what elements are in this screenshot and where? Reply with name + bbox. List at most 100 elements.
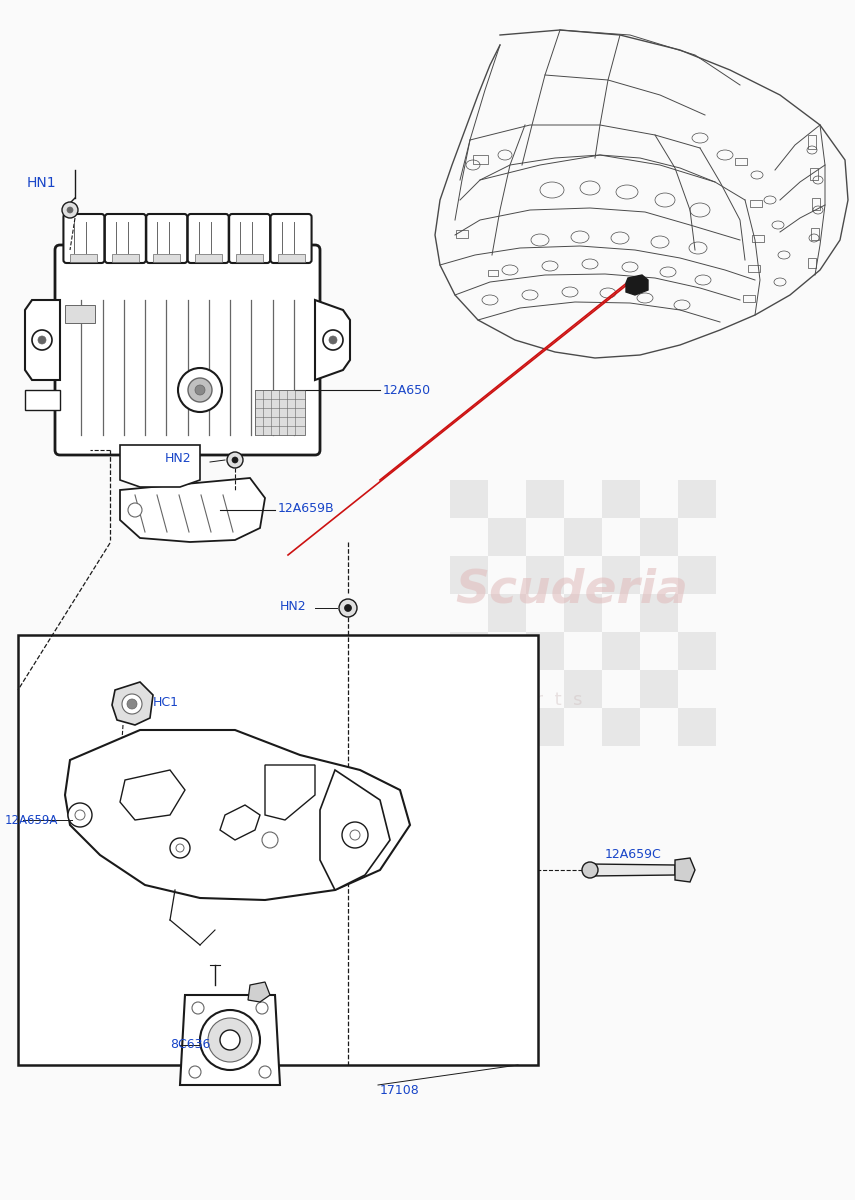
- Bar: [678, 480, 716, 518]
- Bar: [735, 158, 747, 164]
- Bar: [678, 708, 716, 746]
- Polygon shape: [112, 682, 153, 725]
- Bar: [564, 670, 602, 708]
- Polygon shape: [120, 770, 185, 820]
- Bar: [640, 594, 678, 632]
- Circle shape: [345, 605, 351, 612]
- FancyBboxPatch shape: [63, 214, 104, 263]
- Text: 12A650: 12A650: [383, 384, 431, 396]
- Bar: [640, 670, 678, 708]
- Bar: [743, 295, 755, 302]
- Circle shape: [582, 862, 598, 878]
- Bar: [678, 556, 716, 594]
- Circle shape: [38, 336, 46, 344]
- Circle shape: [220, 1030, 240, 1050]
- Bar: [488, 594, 526, 632]
- Text: 8C636: 8C636: [170, 1038, 210, 1051]
- Bar: [450, 632, 488, 670]
- Bar: [65, 305, 95, 323]
- Bar: [236, 254, 263, 262]
- Bar: [488, 270, 498, 276]
- Bar: [450, 708, 488, 746]
- Bar: [810, 168, 818, 180]
- Circle shape: [68, 803, 92, 827]
- Bar: [18, 635, 538, 1066]
- Bar: [450, 556, 488, 594]
- Bar: [678, 632, 716, 670]
- FancyBboxPatch shape: [188, 214, 229, 263]
- Text: p  a  r  t  s: p a r t s: [490, 691, 582, 709]
- FancyBboxPatch shape: [229, 214, 270, 263]
- Text: 17108: 17108: [380, 1084, 420, 1097]
- Circle shape: [342, 822, 368, 848]
- Text: c  a: c a: [70, 691, 103, 709]
- Circle shape: [189, 1066, 201, 1078]
- Bar: [488, 518, 526, 556]
- Polygon shape: [590, 864, 675, 876]
- Circle shape: [62, 202, 78, 218]
- FancyBboxPatch shape: [55, 245, 320, 455]
- Text: HN2: HN2: [165, 451, 192, 464]
- Bar: [602, 708, 640, 746]
- Text: HN2: HN2: [280, 600, 307, 612]
- Bar: [70, 254, 97, 262]
- Circle shape: [227, 452, 243, 468]
- Circle shape: [256, 1002, 268, 1014]
- Bar: [526, 556, 564, 594]
- Bar: [526, 632, 564, 670]
- Bar: [195, 254, 221, 262]
- Polygon shape: [626, 275, 648, 295]
- Text: 12A659A: 12A659A: [5, 814, 58, 827]
- Polygon shape: [315, 300, 350, 380]
- Polygon shape: [65, 730, 410, 900]
- Polygon shape: [320, 770, 390, 890]
- Text: HN1: HN1: [27, 176, 56, 190]
- Circle shape: [192, 1002, 204, 1014]
- Bar: [808, 134, 816, 149]
- Circle shape: [329, 336, 337, 344]
- Text: 12A659C: 12A659C: [605, 848, 662, 862]
- Circle shape: [32, 330, 52, 350]
- Polygon shape: [25, 300, 60, 380]
- Circle shape: [259, 1066, 271, 1078]
- Bar: [808, 258, 816, 268]
- Bar: [752, 235, 764, 242]
- Bar: [750, 200, 762, 206]
- Text: Scuderia: Scuderia: [455, 568, 688, 612]
- Circle shape: [127, 698, 137, 709]
- Polygon shape: [120, 445, 200, 487]
- Circle shape: [208, 1018, 252, 1062]
- Circle shape: [323, 330, 343, 350]
- Bar: [153, 254, 180, 262]
- Bar: [526, 708, 564, 746]
- Bar: [602, 480, 640, 518]
- Polygon shape: [120, 478, 265, 542]
- Text: HC1: HC1: [153, 696, 179, 708]
- Bar: [602, 632, 640, 670]
- Circle shape: [262, 832, 278, 848]
- Bar: [112, 254, 139, 262]
- FancyBboxPatch shape: [146, 214, 187, 263]
- Bar: [473, 155, 488, 164]
- Circle shape: [232, 457, 238, 463]
- Polygon shape: [180, 995, 280, 1085]
- Bar: [526, 480, 564, 518]
- Bar: [564, 518, 602, 556]
- Bar: [640, 518, 678, 556]
- Bar: [812, 198, 820, 210]
- FancyBboxPatch shape: [270, 214, 311, 263]
- Polygon shape: [675, 858, 695, 882]
- Circle shape: [178, 368, 222, 412]
- Circle shape: [122, 694, 142, 714]
- Bar: [488, 670, 526, 708]
- Text: 12A659B: 12A659B: [278, 502, 334, 515]
- Bar: [450, 480, 488, 518]
- Circle shape: [170, 838, 190, 858]
- Polygon shape: [248, 982, 270, 1002]
- FancyBboxPatch shape: [105, 214, 146, 263]
- Circle shape: [128, 503, 142, 517]
- Circle shape: [200, 1010, 260, 1070]
- Polygon shape: [25, 390, 60, 410]
- Bar: [811, 228, 819, 240]
- Polygon shape: [220, 805, 260, 840]
